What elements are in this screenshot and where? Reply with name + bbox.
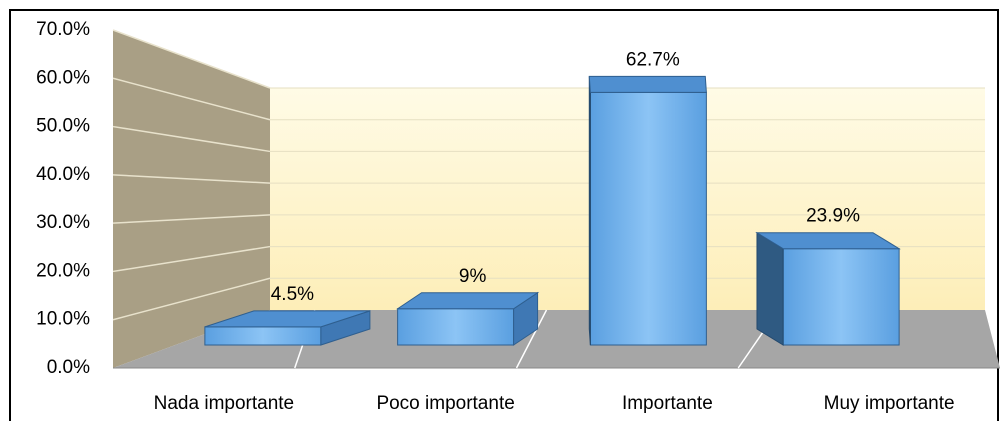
y-tick-label: 30.0% [36, 212, 90, 233]
bar [204, 326, 322, 346]
y-tick-label: 40.0% [36, 164, 90, 185]
bar-top [588, 75, 707, 93]
value-label: 4.5% [271, 284, 314, 305]
x-tick-label: Muy importante [824, 393, 955, 414]
x-tick-label: Poco importante [376, 393, 514, 414]
y-tick-label: 0.0% [47, 357, 90, 378]
grid-line [112, 174, 271, 184]
grid-line [112, 214, 271, 224]
bar-top [204, 310, 371, 328]
bar-side [588, 76, 591, 346]
grid-line [112, 245, 271, 273]
grid-line [112, 125, 271, 153]
value-label: 23.9% [806, 206, 860, 227]
x-tick-label: Nada importante [154, 393, 294, 414]
bar [397, 308, 515, 346]
bar-top [395, 292, 540, 310]
y-tick-label: 10.0% [36, 309, 90, 330]
grid-line [112, 77, 271, 121]
grid-line [112, 277, 271, 321]
bar-side [756, 231, 784, 346]
value-label: 9% [459, 266, 487, 287]
x-tick-label: Importante [622, 393, 713, 414]
value-label: 62.7% [626, 49, 680, 70]
grid-line [112, 29, 271, 89]
bar [589, 91, 707, 346]
bar-top [755, 232, 901, 250]
y-tick-label: 60.0% [36, 67, 90, 88]
frame [9, 9, 999, 421]
floor-line [515, 309, 548, 369]
bar [782, 248, 900, 346]
y-tick-label: 50.0% [36, 116, 90, 137]
side-wall [113, 30, 270, 368]
y-tick-label: 20.0% [36, 260, 90, 281]
y-tick-label: 70.0% [36, 19, 90, 40]
